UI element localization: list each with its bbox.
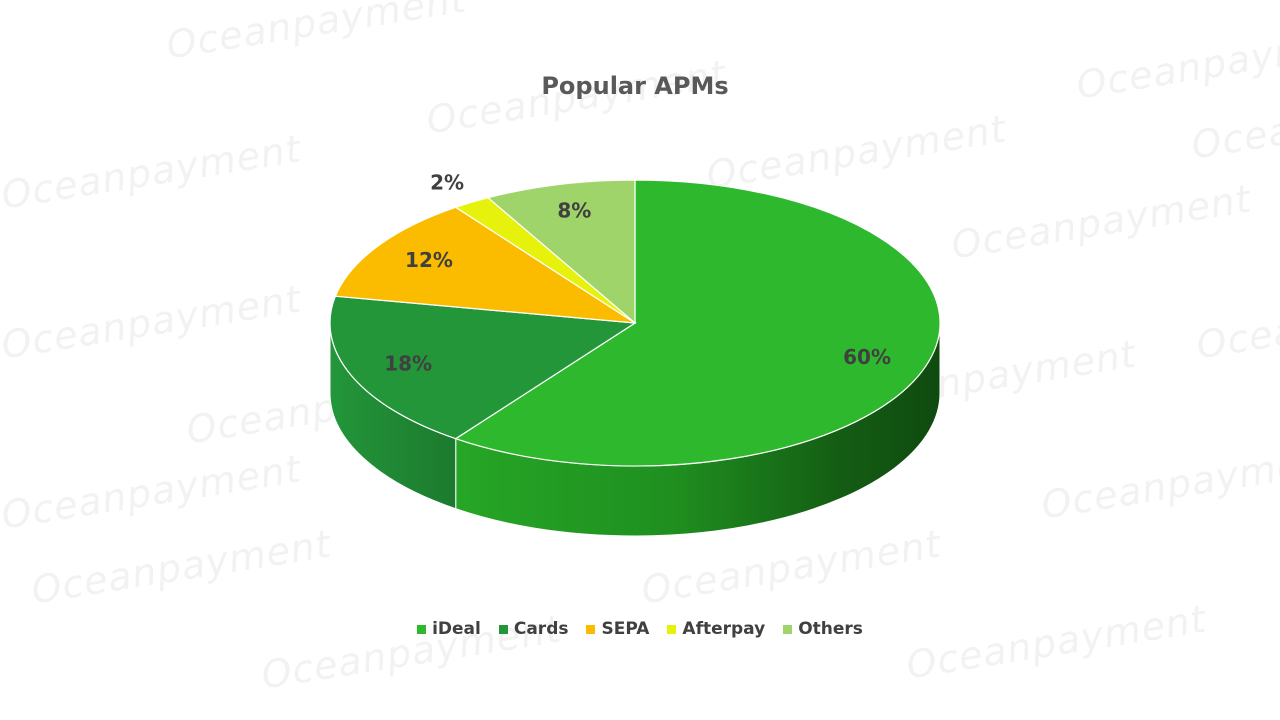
legend-label: Others	[798, 619, 863, 639]
legend-swatch	[586, 624, 596, 634]
legend-item-cards: Cards	[498, 619, 569, 639]
legend-label: iDeal	[432, 619, 481, 639]
pie-slice-ideal	[454, 179, 941, 467]
pie-slice-cards	[329, 295, 637, 440]
data-label-others: 8%	[557, 199, 591, 223]
legend-swatch	[667, 624, 677, 634]
chart-legend: iDeal Cards SEPA Afterpay Others	[0, 617, 1280, 641]
data-label-ideal: 60%	[843, 345, 891, 369]
pie-slice-others	[486, 179, 636, 325]
pie-slice-sepa	[334, 206, 636, 324]
legend-item-ideal: iDeal	[417, 619, 481, 639]
data-label-afterpay: 2%	[430, 171, 464, 195]
data-label-sepa: 12%	[405, 248, 453, 272]
legend-label: Cards	[513, 619, 569, 639]
legend-item-others: Others	[783, 619, 863, 639]
legend-label: Afterpay	[682, 619, 766, 639]
chart-title: Popular APMs	[541, 72, 729, 100]
legend-swatch	[783, 624, 793, 634]
legend-swatch	[417, 624, 427, 634]
legend-swatch	[498, 624, 508, 634]
legend-label: SEPA	[601, 619, 650, 639]
legend-item-afterpay: Afterpay	[667, 619, 765, 639]
data-label-cards: 18%	[384, 352, 432, 376]
legend-item-sepa: SEPA	[586, 619, 649, 639]
